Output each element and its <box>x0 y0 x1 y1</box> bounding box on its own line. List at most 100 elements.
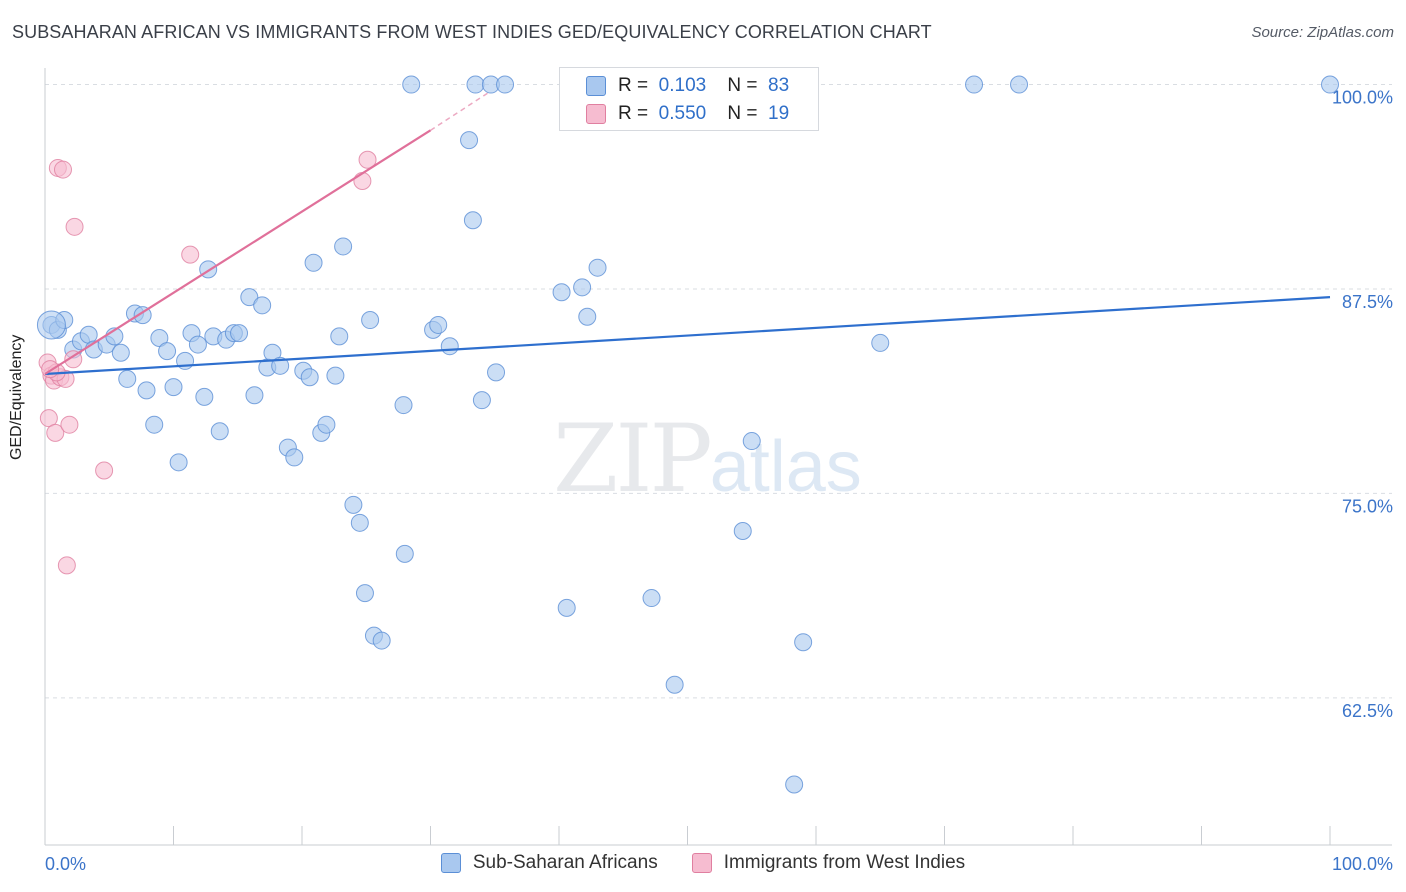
data-point-subsaharan <box>871 333 890 352</box>
data-point-subsaharan <box>137 381 156 400</box>
data-point-westindies <box>46 423 65 442</box>
legend-label: Immigrants from West Indies <box>723 852 966 873</box>
legend-r-label: R = <box>618 75 649 96</box>
legend-r-value: 0.103 <box>658 75 707 96</box>
legend-item-westindies[interactable]: Immigrants from West Indies <box>691 852 966 874</box>
data-point-subsaharan <box>350 513 369 532</box>
data-point-subsaharan <box>463 211 482 230</box>
data-point-subsaharan <box>330 327 349 346</box>
legend-swatch-pink <box>586 104 606 124</box>
data-point-subsaharan <box>317 415 336 434</box>
data-point-subsaharan <box>195 387 214 406</box>
data-point-subsaharan <box>466 75 485 94</box>
watermark: ZIPatlas <box>553 405 862 514</box>
data-point-westindies <box>358 150 377 169</box>
data-point-subsaharan <box>372 631 391 650</box>
data-point-westindies <box>57 556 76 575</box>
legend-label: Sub-Saharan Africans <box>472 852 658 873</box>
legend-item-subsaharan[interactable]: Sub-Saharan Africans <box>440 852 658 874</box>
data-point-subsaharan <box>1010 75 1029 94</box>
data-point-subsaharan <box>240 288 259 307</box>
data-point-subsaharan <box>188 335 207 354</box>
data-point-westindies <box>64 350 83 369</box>
data-point-westindies <box>95 461 114 480</box>
data-point-subsaharan <box>573 278 592 297</box>
data-point-westindies <box>65 217 84 236</box>
legend-r-value: 0.550 <box>658 103 707 124</box>
data-point-subsaharan <box>300 368 319 387</box>
data-point-subsaharan <box>588 258 607 277</box>
legend-r-label: R = <box>618 103 649 124</box>
data-point-subsaharan <box>578 307 597 326</box>
data-point-subsaharan <box>230 324 249 343</box>
data-point-westindies <box>53 160 72 179</box>
legend-n-value: 19 <box>768 103 790 124</box>
data-point-subsaharan <box>794 633 813 652</box>
data-point-westindies <box>60 415 79 434</box>
data-point-subsaharan <box>733 522 752 540</box>
data-point-subsaharan <box>665 675 684 694</box>
data-point-subsaharan <box>344 495 363 514</box>
data-point-subsaharan <box>487 363 506 382</box>
legend-n-label: N = <box>727 75 758 96</box>
data-point-subsaharan <box>496 75 515 94</box>
data-point-subsaharan <box>742 432 761 451</box>
y-tick-label: 100.0% <box>1332 88 1393 108</box>
data-point-subsaharan <box>355 584 374 603</box>
data-point-subsaharan <box>394 396 413 415</box>
data-point-subsaharan <box>111 343 130 362</box>
data-point-subsaharan <box>460 131 479 150</box>
data-point-subsaharan <box>472 391 491 410</box>
data-point-subsaharan <box>253 296 272 315</box>
legend-n-label: N = <box>727 103 758 124</box>
data-point-subsaharan <box>965 75 984 94</box>
legend-swatch-pink <box>691 853 712 873</box>
legend-n-value: 83 <box>768 75 790 96</box>
data-point-subsaharan <box>402 75 421 94</box>
data-point-subsaharan <box>145 415 164 434</box>
legend-row-westindies: R = 0.550 N = 19 <box>586 100 789 128</box>
data-point-subsaharan <box>1321 75 1339 94</box>
data-point-westindies <box>41 360 60 379</box>
watermark-zip: ZIP <box>553 405 713 514</box>
y-tick-label: 75.0% <box>1342 496 1393 516</box>
data-point-subsaharan <box>429 315 448 334</box>
series-legend: Sub-Saharan Africans Immigrants from Wes… <box>0 852 1406 874</box>
data-point-subsaharan <box>285 448 304 467</box>
data-point-subsaharan <box>304 253 323 272</box>
trendline-westindies <box>44 129 432 375</box>
y-tick-label: 62.5% <box>1342 701 1393 721</box>
legend-swatch-blue <box>586 76 606 96</box>
data-point-subsaharan <box>361 311 380 330</box>
data-point-subsaharan <box>557 598 576 617</box>
source-attribution: Source: ZipAtlas.com <box>1251 24 1394 41</box>
legend-row-subsaharan: R = 0.103 N = 83 <box>586 72 789 100</box>
data-point-subsaharan <box>552 283 571 302</box>
correlation-legend: R = 0.103 N = 83 R = 0.550 N = 19 <box>559 67 819 131</box>
x-tick-label: 0.0% <box>45 854 86 874</box>
data-point-subsaharan <box>334 237 353 256</box>
data-point-westindies <box>181 245 200 264</box>
y-tick-label: 87.5% <box>1342 292 1393 312</box>
data-point-subsaharan <box>395 544 414 563</box>
chart-title: SUBSAHARAN AFRICAN VS IMMIGRANTS FROM WE… <box>12 22 932 42</box>
data-point-subsaharan <box>440 337 459 356</box>
trendline-subsaharan <box>44 296 1331 376</box>
data-point-subsaharan <box>326 366 345 385</box>
x-tick-label: 100.0% <box>1332 854 1393 874</box>
data-point-subsaharan-cluster <box>36 310 66 340</box>
data-point-subsaharan <box>169 453 188 472</box>
data-point-subsaharan <box>158 342 177 361</box>
trendline-westindies-extension <box>430 92 489 131</box>
data-point-subsaharan <box>642 589 661 608</box>
data-point-subsaharan <box>210 422 229 441</box>
data-point-subsaharan <box>271 356 290 375</box>
data-point-subsaharan <box>245 386 264 405</box>
y-axis-title: GED/Equivalency <box>8 334 25 460</box>
data-point-subsaharan <box>164 378 183 397</box>
data-point-subsaharan <box>118 369 137 388</box>
legend-swatch-blue <box>440 853 461 873</box>
data-point-westindies <box>353 172 372 191</box>
data-point-subsaharan <box>785 775 804 794</box>
